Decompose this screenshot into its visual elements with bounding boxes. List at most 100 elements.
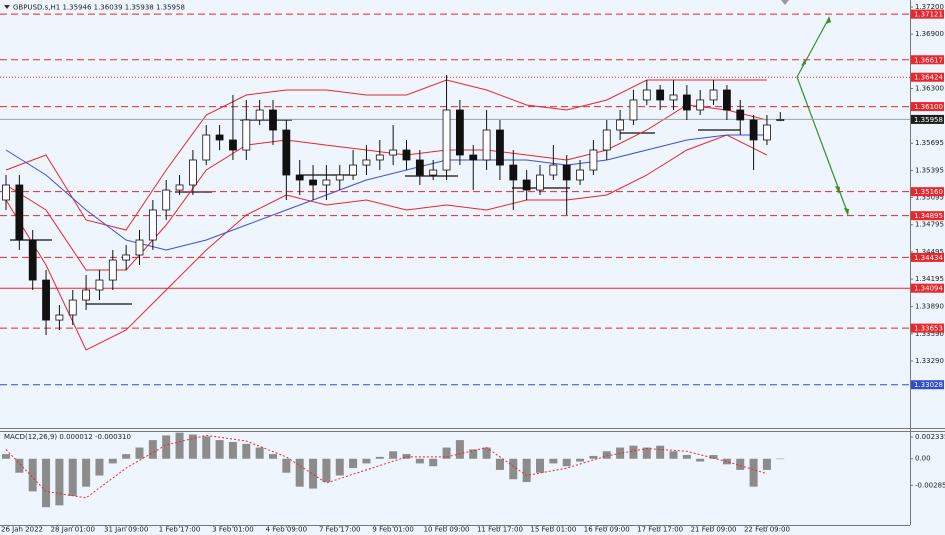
price-level-label: 1.34895 — [914, 212, 943, 220]
candle-body — [549, 164, 558, 176]
y-tick-label: 1.33890 — [915, 303, 944, 311]
indicator-line — [5, 134, 767, 251]
candle-body — [682, 94, 691, 111]
macd-bar — [335, 458, 344, 476]
y-tick-label: 1.36900 — [915, 30, 944, 38]
macd-signal — [5, 434, 768, 499]
macd-bar — [362, 458, 371, 464]
candle-body — [455, 109, 464, 156]
y2-tick-label: -0.002857 — [915, 481, 945, 489]
candle-body — [536, 174, 544, 191]
x-tick-label: 11 Feb 17:00 — [477, 526, 523, 534]
candle-body — [656, 89, 665, 101]
macd-bar — [148, 440, 157, 459]
y-tick-label: 1.34195 — [915, 275, 944, 283]
candle-body — [162, 189, 171, 211]
price-level-box — [911, 323, 944, 333]
menu-triangle — [4, 5, 10, 9]
x-tick-label: 10 Feb 09:00 — [424, 526, 470, 534]
price-level-box — [911, 211, 944, 221]
candle-body — [696, 99, 705, 111]
macd-bar — [349, 458, 358, 469]
candle-body — [282, 129, 291, 176]
candle-body — [669, 94, 678, 101]
candle-body — [402, 149, 411, 161]
candle-body — [723, 89, 731, 111]
candle-body — [135, 239, 144, 256]
candle-body — [616, 119, 624, 131]
macd-bar — [82, 458, 91, 487]
macd-bar — [15, 458, 24, 473]
macd-bar — [589, 455, 598, 459]
price-level-label: 1.35160 — [914, 188, 943, 196]
candle-body — [763, 124, 771, 141]
shift-marker — [781, 0, 789, 5]
indicator-line — [5, 79, 767, 231]
indicator-line — [5, 104, 768, 271]
candle-body — [749, 119, 758, 141]
y2-tick-label: 0.002335 — [915, 433, 945, 441]
candle-body — [269, 109, 277, 131]
indicator-line — [5, 134, 768, 351]
candle-body — [362, 159, 371, 166]
macd-bar — [228, 441, 237, 459]
candle-body — [589, 149, 598, 171]
candle-body — [295, 174, 304, 181]
indicator-lines — [5, 79, 768, 351]
macd-bar — [122, 454, 131, 459]
candle-body — [255, 109, 264, 121]
candle-body — [415, 159, 424, 176]
price-level-box — [911, 72, 944, 82]
x-tick-label: 16 Feb 09:00 — [584, 526, 630, 534]
arrow-head — [844, 208, 849, 216]
candle-body — [42, 279, 50, 321]
x-tick-label: 26 Jan 2022 — [1, 526, 43, 534]
macd-bar — [776, 458, 785, 460]
macd-bar — [576, 458, 585, 462]
macd-bar — [509, 458, 518, 480]
y-tick-label: 1.34795 — [915, 221, 944, 229]
price-level-label: 1.36100 — [914, 103, 943, 111]
macd-bar — [736, 458, 745, 470]
price-level-label: 1.33028 — [914, 381, 943, 389]
y-tick-label: 1.33590 — [915, 330, 944, 338]
candle-body — [349, 164, 358, 176]
arrow-head — [801, 59, 806, 66]
price-level-box — [911, 55, 944, 65]
macd-bar — [55, 458, 64, 506]
macd-bar — [282, 458, 291, 473]
candle-body — [469, 154, 478, 161]
candle-body — [175, 184, 184, 191]
candle-body — [509, 164, 518, 181]
macd-bar — [442, 447, 451, 459]
candle-body — [776, 119, 785, 121]
y-tick-label: 1.36300 — [915, 84, 944, 92]
price-level-label: 1.34094 — [914, 285, 943, 293]
candle-body — [442, 109, 451, 171]
x-tick-label: 4 Feb 09:00 — [266, 526, 307, 534]
macd-bar — [389, 451, 398, 459]
macd-bar — [429, 458, 438, 467]
macd-bar — [602, 451, 611, 459]
candle-body — [82, 289, 90, 301]
macd-bar — [682, 455, 691, 459]
price-level-label: 1.36617 — [914, 56, 943, 64]
candle-body — [122, 254, 131, 261]
y-tick-label: 1.34495 — [915, 248, 944, 256]
macd-bar — [522, 458, 531, 483]
candle-body — [709, 89, 718, 101]
macd-bar — [482, 447, 491, 459]
x-tick-label: 31 Jan 09:00 — [104, 526, 148, 534]
candle-body — [322, 179, 331, 186]
candle-body — [629, 99, 638, 121]
macd-bar — [722, 458, 731, 465]
macd-bar — [188, 434, 197, 459]
macd-bar — [202, 436, 211, 459]
macd-bar — [108, 458, 117, 464]
candle-body — [375, 154, 384, 161]
macd-title: MACD(12,26,9) 0.000012 -0.000310 — [4, 433, 131, 441]
price-level-box — [911, 102, 944, 112]
macd-bar — [322, 458, 331, 483]
price-level-label: 1.36424 — [914, 74, 943, 82]
